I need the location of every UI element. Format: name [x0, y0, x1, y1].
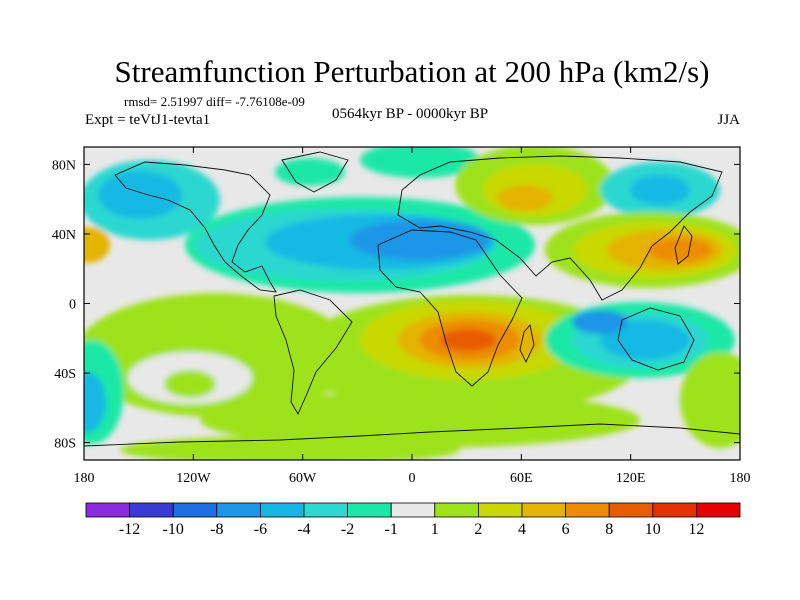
colorbar-swatch: [303, 502, 348, 518]
colorbar-swatch: [565, 502, 610, 518]
colorbar-swatch: [434, 502, 479, 518]
colorbar-label: 10: [645, 521, 661, 538]
contour-blob: [200, 392, 640, 448]
colorbar-swatch: [347, 502, 392, 518]
y-tick-label: 80S: [54, 437, 76, 452]
colorbar-swatch: [259, 502, 305, 518]
contour-blob: [120, 436, 460, 460]
colorbar: -12 -10 -8 -6 -4 -2 -1 1 2 4 6 8 10 12: [85, 502, 741, 538]
contour-blob: [497, 185, 553, 211]
season-label: JJA: [717, 112, 740, 128]
coastline-eurasia: [397, 155, 723, 301]
experiment-label: Expt = teVtJ1-tevta1: [85, 112, 210, 128]
colorbar-label: 4: [518, 521, 526, 538]
coastlines: [84, 151, 740, 447]
contour-blob: [350, 220, 490, 260]
colorbar-label: 8: [605, 521, 613, 538]
colorbar-swatch: [477, 502, 523, 518]
colorbar-swatch: [172, 502, 218, 518]
colorbar-label: -6: [254, 521, 267, 538]
x-tick-label: 60E: [510, 471, 533, 486]
colorbar-label: -1: [385, 521, 398, 538]
colorbar-swatch: [608, 502, 654, 518]
y-tick-label: 40S: [54, 367, 76, 382]
coastline-madagascar: [519, 324, 535, 364]
x-tick-label: 180: [74, 471, 95, 486]
coastline-south-america: [273, 289, 353, 415]
colorbar-swatch: [129, 502, 174, 518]
coastline-greenland: [281, 151, 349, 193]
coastline-antarctica: [84, 423, 740, 447]
colorbar-label: 6: [562, 521, 570, 538]
colorbar-swatch: [521, 502, 566, 518]
colorbar-label: 2: [474, 521, 482, 538]
colorbar-swatch: [390, 502, 436, 518]
colorbar-swatch: [652, 502, 697, 518]
y-tick-label: 0: [69, 298, 76, 313]
colorbar-swatch: [696, 502, 741, 518]
x-tick-label: 180: [730, 471, 751, 486]
y-tick-label: 80N: [52, 158, 76, 173]
contour-blob: [600, 320, 690, 360]
x-tick-label: 120W: [176, 471, 211, 486]
period-label: 0564kyr BP - 0000kyr BP: [332, 106, 488, 122]
contour-blob: [680, 352, 740, 448]
contour-blob: [360, 147, 480, 178]
contour-blob: [164, 370, 216, 398]
contour-blob: [84, 227, 110, 263]
y-tick-label: 40N: [52, 228, 76, 243]
contour-blob: [572, 310, 628, 334]
map-panel: [84, 147, 740, 460]
contour-blob: [98, 171, 182, 219]
colorbar-label: -8: [210, 521, 223, 538]
colorbar-label: -12: [119, 521, 140, 538]
y-axis-ticks: 80N 40N 0 40S 80S: [52, 158, 740, 452]
contour-blob: [84, 372, 106, 432]
contour-blob: [630, 175, 690, 205]
coastline-north-america: [114, 161, 277, 293]
colorbar-label: -4: [297, 521, 310, 538]
contour-blob: [275, 158, 345, 186]
chart-title: Streamfunction Perturbation at 200 hPa (…: [115, 54, 710, 89]
contour-blob: [440, 329, 496, 351]
colorbar-label: 12: [688, 521, 704, 538]
x-tick-label: 60W: [289, 471, 317, 486]
contour-blob: [648, 238, 712, 262]
coastline-australia: [617, 307, 695, 371]
x-tick-label: 0: [409, 471, 416, 486]
coastline-africa: [377, 229, 523, 387]
colorbar-swatch: [85, 502, 130, 518]
contour-field: [84, 147, 740, 460]
coastline-japan: [674, 225, 693, 265]
colorbar-swatch: [216, 502, 261, 518]
x-tick-label: 120E: [616, 471, 646, 486]
x-axis-ticks: 180 120W 60W 0 60E 120E 180: [74, 147, 751, 486]
colorbar-label: -2: [341, 521, 354, 538]
colorbar-label: 1: [431, 521, 439, 538]
colorbar-label: -10: [163, 521, 184, 538]
stats-label: rmsd= 2.51997 diff= -7.76108e-09: [124, 94, 305, 109]
